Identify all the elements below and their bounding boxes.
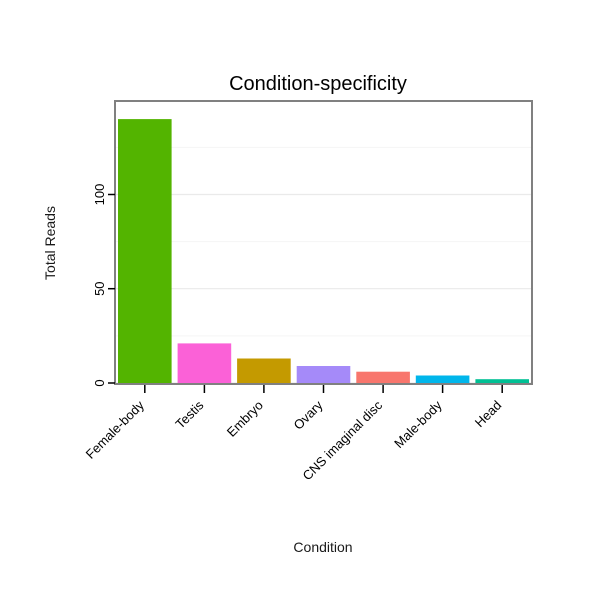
x-axis-label: Condition xyxy=(293,539,352,555)
y-tick-label: 50 xyxy=(92,281,107,295)
y-tick-label: 100 xyxy=(92,184,107,206)
chart-title: Condition-specificity xyxy=(229,73,407,95)
gridlines-group xyxy=(115,146,532,384)
y-tick-label: 0 xyxy=(92,379,107,386)
bar xyxy=(237,358,291,383)
plot-area xyxy=(114,100,533,385)
x-tick-label: Female-body xyxy=(83,397,148,462)
bar xyxy=(415,375,470,383)
x-tick-label: Testis xyxy=(172,397,206,431)
bar xyxy=(356,371,410,383)
bar xyxy=(177,343,232,383)
x-tick-label: Male-body xyxy=(391,397,445,451)
bar xyxy=(475,379,529,383)
y-axis-label: Total Reads xyxy=(42,206,58,280)
bar xyxy=(118,119,172,383)
x-tick-label: Embryo xyxy=(224,398,266,440)
bars-group xyxy=(118,119,529,383)
x-tick-label: Ovary xyxy=(290,397,325,432)
bar xyxy=(296,366,351,383)
x-tick-label: Head xyxy=(472,398,505,431)
